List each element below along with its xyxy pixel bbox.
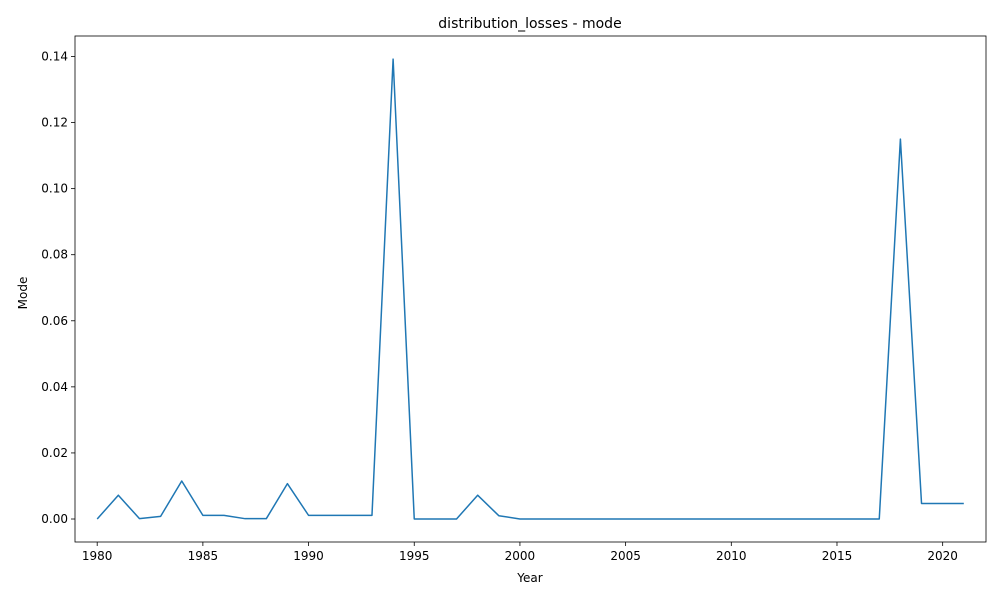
x-tick-label: 2005 <box>610 549 641 563</box>
chart-title: distribution_losses - mode <box>438 16 621 32</box>
y-axis-label: Mode <box>16 277 30 310</box>
plot-frame <box>74 35 987 543</box>
x-tick-label: 1985 <box>188 549 219 563</box>
plot-area <box>74 35 987 543</box>
x-tick-label: 1980 <box>82 549 113 563</box>
y-tick-label: 0.04 <box>41 380 68 394</box>
series-line-0 <box>96 58 964 520</box>
y-tick-label: 0.06 <box>41 314 68 328</box>
y-tick-label: 0.02 <box>41 446 68 460</box>
x-tick-label: 2020 <box>927 549 958 563</box>
x-tick-label: 2015 <box>822 549 853 563</box>
y-tick-label: 0.14 <box>41 49 68 63</box>
x-tick-label: 2000 <box>505 549 536 563</box>
y-tick-label: 0.08 <box>41 248 68 262</box>
x-axis: 1980 1985 1990 1995 2000 2005 2010 2015 2020 <box>82 542 958 563</box>
y-axis: 0.00 0.02 0.04 0.06 0.08 0.10 0.12 0.14 <box>41 49 75 526</box>
y-tick-label: 0.12 <box>41 116 68 130</box>
x-tick-label: 1990 <box>293 549 324 563</box>
y-tick-label: 0.00 <box>41 512 68 526</box>
x-tick-label: 1995 <box>399 549 430 563</box>
x-tick-label: 2010 <box>716 549 747 563</box>
y-tick-label: 0.10 <box>41 182 68 196</box>
x-axis-label: Year <box>516 571 542 585</box>
